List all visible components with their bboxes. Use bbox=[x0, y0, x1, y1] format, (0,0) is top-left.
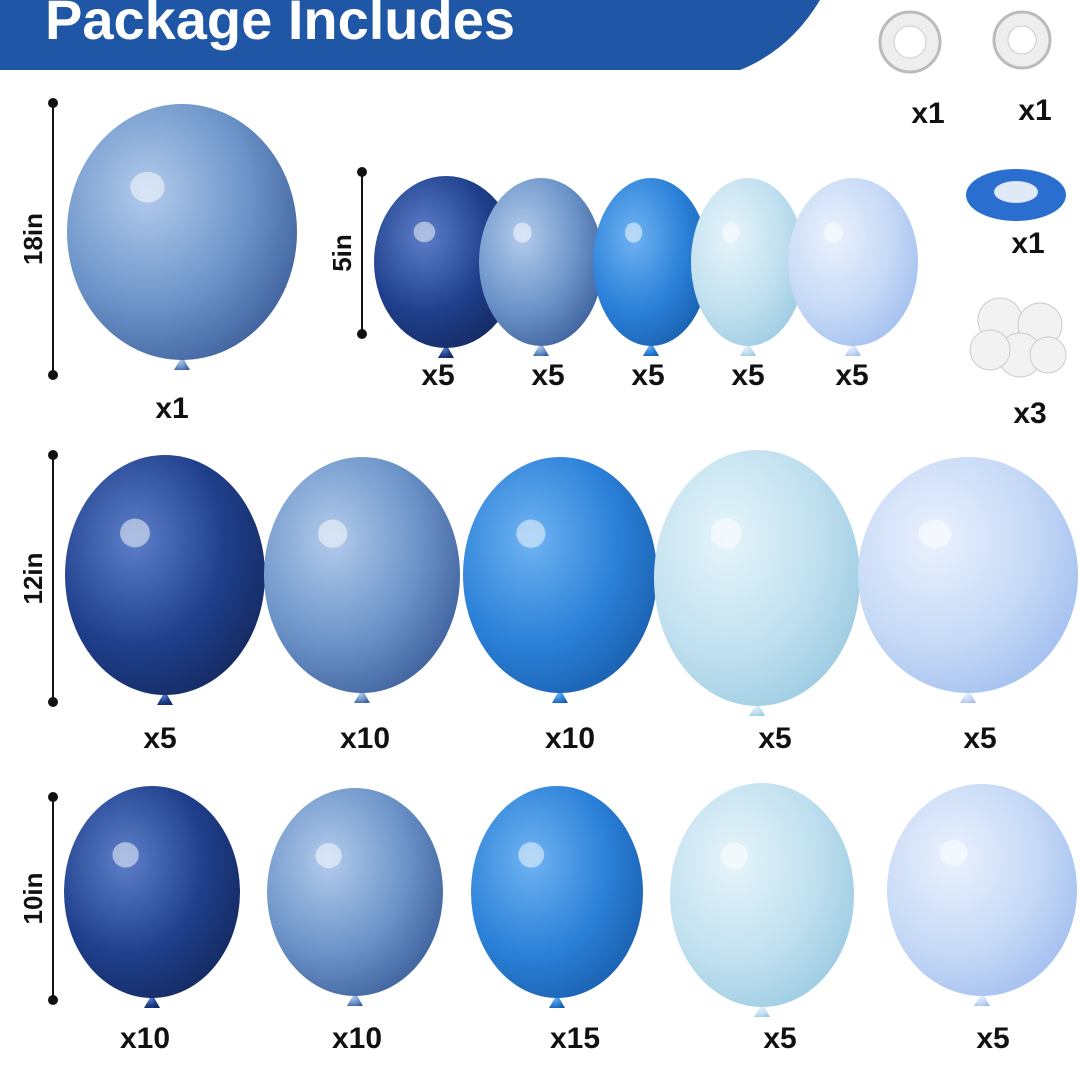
count-label: x5 bbox=[731, 359, 764, 392]
balloon-knot bbox=[354, 689, 370, 703]
size-label: 12in bbox=[18, 552, 48, 604]
count-label: x10 bbox=[120, 1022, 170, 1055]
balloon-knot bbox=[347, 992, 363, 1006]
balloon bbox=[463, 457, 657, 693]
balloon-highlight bbox=[413, 221, 436, 243]
count-label: x5 bbox=[835, 359, 868, 392]
balloon bbox=[264, 457, 460, 693]
balloon-highlight bbox=[710, 517, 742, 549]
count-label: x5 bbox=[976, 1022, 1009, 1055]
balloon-knot bbox=[845, 342, 861, 356]
balloon-knot bbox=[552, 689, 568, 703]
tape-roll bbox=[992, 10, 1052, 70]
count-label: x10 bbox=[545, 722, 595, 755]
balloon-knot bbox=[533, 342, 549, 356]
balloon-knot bbox=[643, 342, 659, 356]
count-label: x5 bbox=[758, 722, 791, 755]
balloon-highlight bbox=[130, 171, 165, 203]
ruler-end bbox=[48, 792, 58, 802]
count-label: x5 bbox=[763, 1022, 796, 1055]
balloon-knot bbox=[974, 992, 990, 1006]
size-label: 5in bbox=[327, 234, 357, 272]
balloon-highlight bbox=[112, 842, 139, 868]
balloon bbox=[670, 783, 854, 1007]
balloon-knot bbox=[157, 691, 173, 705]
balloon bbox=[788, 178, 918, 346]
balloon-knot bbox=[740, 342, 756, 356]
balloon-highlight bbox=[939, 840, 968, 866]
balloon-highlight bbox=[516, 519, 546, 548]
ruler-end bbox=[48, 697, 58, 707]
balloon bbox=[593, 178, 709, 346]
balloon-knot bbox=[960, 689, 976, 703]
ruler-end bbox=[357, 329, 367, 339]
tape-roll bbox=[878, 10, 942, 74]
count-label: x15 bbox=[550, 1022, 600, 1055]
ribbon-spool bbox=[966, 169, 1066, 221]
count-label: x5 bbox=[143, 722, 176, 755]
balloon bbox=[887, 784, 1077, 996]
header-title: Package Includes bbox=[45, 0, 515, 51]
size-label: 10in bbox=[18, 872, 48, 924]
balloon-highlight bbox=[513, 222, 532, 243]
balloon bbox=[65, 455, 265, 695]
balloon bbox=[267, 788, 443, 996]
ruler-end bbox=[48, 370, 58, 380]
balloon-knot bbox=[174, 356, 190, 370]
size-label: 18in bbox=[18, 213, 48, 265]
accessory-count: x1 bbox=[911, 97, 944, 130]
accessory-count: x1 bbox=[1018, 94, 1051, 127]
balloon bbox=[471, 786, 643, 998]
balloon-highlight bbox=[918, 519, 952, 548]
glue-dots bbox=[969, 297, 1067, 378]
count-label: x1 bbox=[155, 392, 188, 425]
accessory-count: x3 bbox=[1013, 397, 1046, 430]
balloon-highlight bbox=[315, 843, 342, 869]
balloon bbox=[64, 786, 240, 998]
balloon-highlight bbox=[823, 222, 844, 243]
count-label: x5 bbox=[963, 722, 996, 755]
count-label: x5 bbox=[631, 359, 664, 392]
ruler-end bbox=[48, 995, 58, 1005]
balloon-highlight bbox=[720, 842, 749, 870]
balloon-highlight bbox=[120, 518, 150, 548]
balloon-knot bbox=[754, 1003, 770, 1017]
balloon-highlight bbox=[518, 842, 545, 868]
count-label: x10 bbox=[332, 1022, 382, 1055]
count-label: x10 bbox=[340, 722, 390, 755]
ruler-end bbox=[48, 98, 58, 108]
count-label: x5 bbox=[421, 359, 454, 392]
balloon-knot bbox=[144, 994, 160, 1008]
balloon bbox=[67, 104, 297, 360]
balloon-highlight bbox=[722, 222, 740, 243]
balloon bbox=[374, 176, 518, 348]
accessory-count: x1 bbox=[1011, 227, 1044, 260]
balloon-knot bbox=[438, 344, 454, 358]
balloon bbox=[858, 457, 1078, 693]
ruler-end bbox=[48, 450, 58, 460]
ruler-end bbox=[357, 167, 367, 177]
count-label: x5 bbox=[531, 359, 564, 392]
balloon-highlight bbox=[624, 222, 643, 243]
header-banner bbox=[0, 0, 820, 70]
balloon-knot bbox=[749, 702, 765, 716]
balloon-knot bbox=[549, 994, 565, 1008]
balloon bbox=[654, 450, 860, 706]
balloon bbox=[691, 178, 805, 346]
balloon-highlight bbox=[317, 519, 348, 548]
balloon bbox=[479, 178, 603, 346]
